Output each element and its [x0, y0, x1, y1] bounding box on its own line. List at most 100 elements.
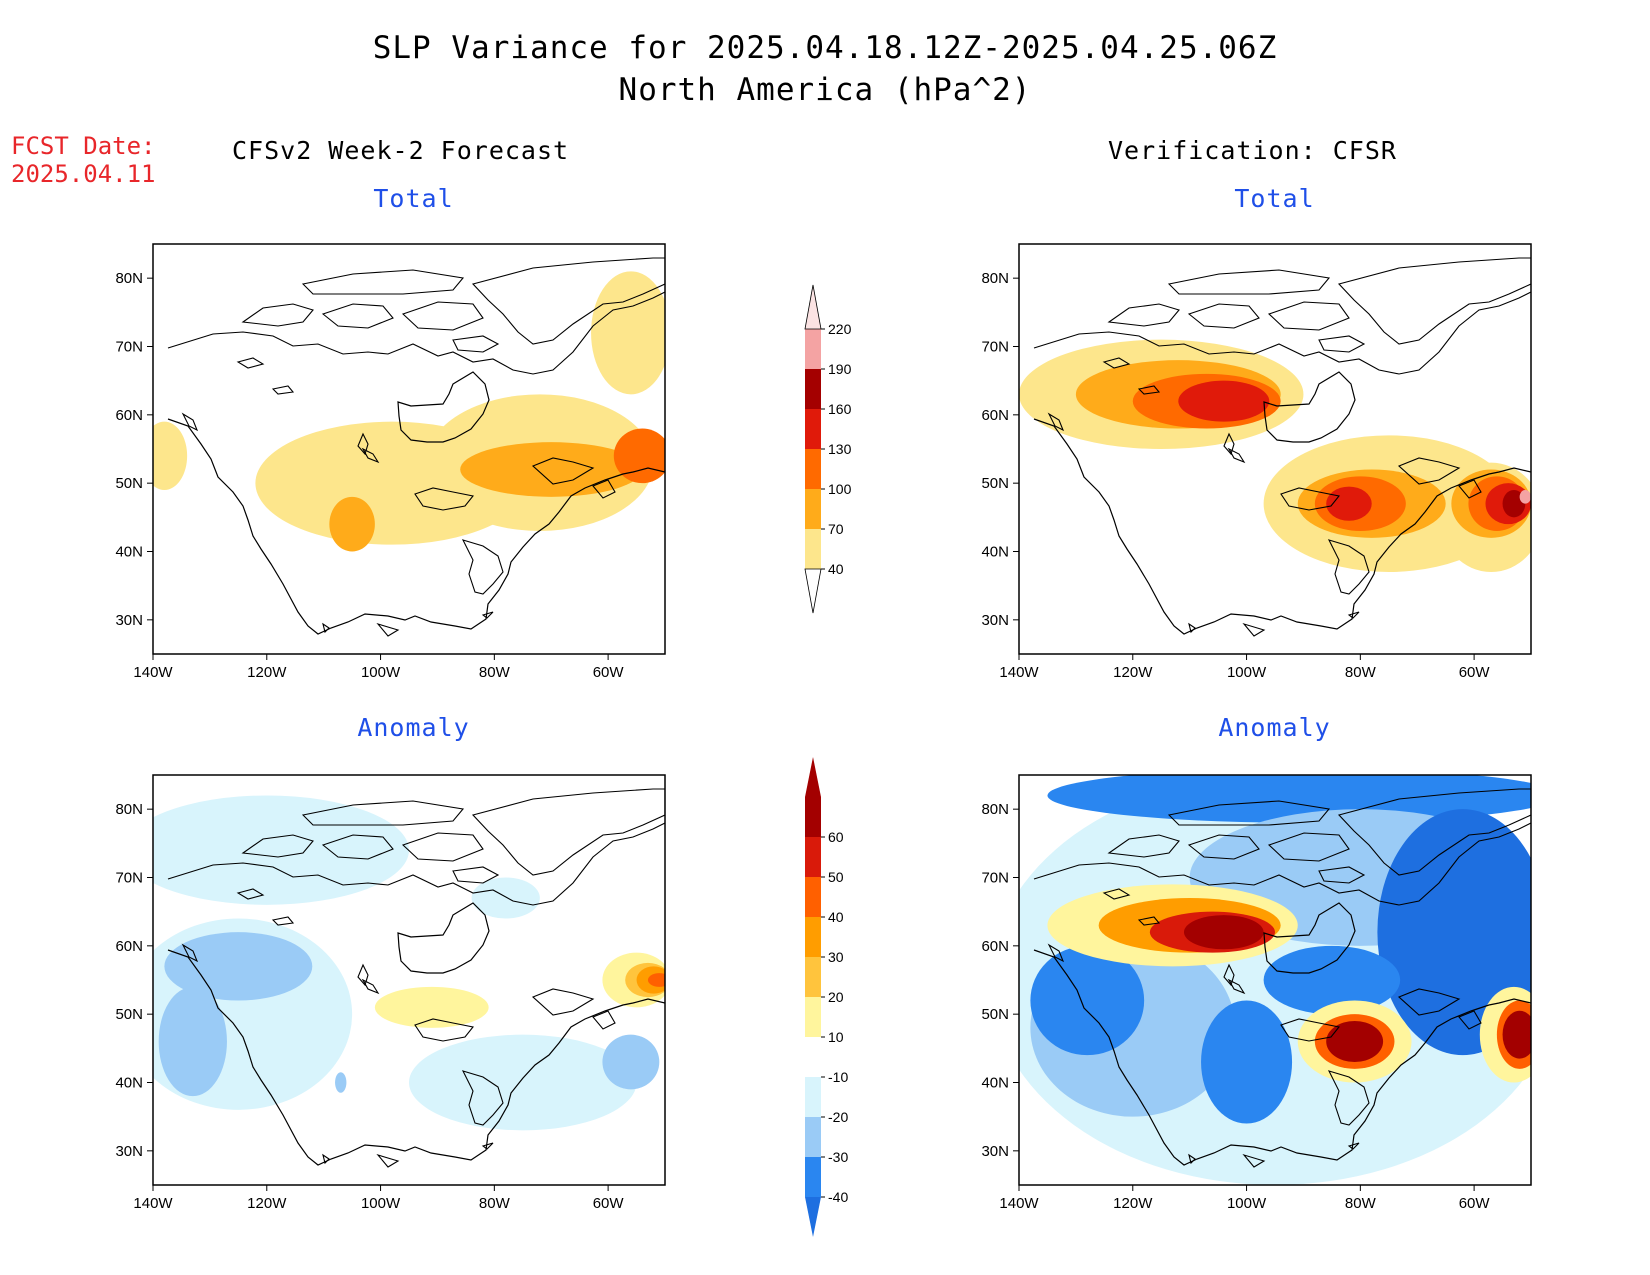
contour-region — [591, 271, 665, 395]
y-tick-label: 30N — [115, 612, 143, 629]
contour-region — [335, 1072, 347, 1093]
panel-subtitle-verification-anomaly: Anomaly — [1218, 713, 1331, 742]
contour-region — [164, 932, 313, 1001]
colorbar-label: -40 — [828, 1189, 848, 1205]
colorbar-swatch — [805, 369, 821, 409]
x-tick-label: 140W — [133, 664, 173, 681]
x-tick-label: 120W — [247, 1195, 287, 1212]
map-frame — [152, 774, 666, 1186]
x-tick-label: 80W — [479, 664, 511, 681]
x-tick-label: 140W — [133, 1195, 173, 1212]
colorbar-label: -10 — [828, 1069, 848, 1085]
colorbar-swatch — [805, 409, 821, 449]
contour-region — [1047, 775, 1531, 823]
y-tick-label: 60N — [981, 938, 1009, 955]
y-tick-label: 60N — [981, 407, 1009, 424]
contour-region — [158, 986, 227, 1097]
colorbar-label: 220 — [828, 321, 852, 337]
colorbar-label: 100 — [828, 481, 852, 497]
panel-subtitle-verification-total: Total — [1234, 184, 1315, 213]
y-tick-label: 50N — [115, 475, 143, 492]
colorbar-label: -20 — [828, 1109, 848, 1125]
colorbar-label: 50 — [828, 869, 844, 885]
y-tick-label: 30N — [115, 1143, 143, 1160]
colorbar-label: 30 — [828, 949, 844, 965]
colorbar-label: 40 — [828, 909, 844, 925]
shaded-field — [153, 775, 665, 1185]
y-tick-label: 60N — [115, 938, 143, 955]
y-tick-label: 80N — [981, 270, 1009, 287]
x-tick-label: 80W — [1345, 664, 1377, 681]
contour-region — [153, 795, 409, 905]
colorbar-top-arrow — [804, 284, 822, 330]
y-tick-label: 50N — [981, 475, 1009, 492]
contour-region — [409, 1034, 637, 1131]
y-tick-label: 30N — [981, 612, 1009, 629]
map-frame — [152, 243, 666, 655]
figure-title-line2: North America (hPa^2) — [618, 72, 1032, 108]
left-column-header: CFSv2 Week-2 Forecast — [232, 136, 570, 165]
colorbar-swatch — [805, 957, 821, 997]
colorbar-swatch — [805, 449, 821, 489]
contour-region — [1502, 1010, 1531, 1059]
figure-title-line1: SLP Variance for 2025.04.18.12Z-2025.04.… — [372, 30, 1278, 66]
anomaly-colorbar: 60 50 40 30 20 10 -10 -20 -30 -40 — [805, 757, 848, 1237]
colorbar-swatch — [805, 917, 821, 957]
shaded-field — [1019, 775, 1531, 1185]
colorbar-label: 20 — [828, 989, 844, 1005]
y-tick-label: 70N — [115, 339, 143, 356]
colorbar-swatch — [805, 1157, 821, 1197]
colorbar-swatch — [805, 329, 821, 369]
y-tick-label: 80N — [981, 801, 1009, 818]
x-tick-label: 80W — [479, 1195, 511, 1212]
map-panel-forecast-total: 140W 120W 100W 80W 60W 80N 70N 60N 50N 40N 30N — [115, 243, 666, 681]
contour-region — [613, 428, 665, 484]
x-tick-label: 60W — [593, 664, 625, 681]
contour-region — [1519, 490, 1531, 504]
colorbar-swatch — [805, 529, 821, 569]
x-tick-label: 60W — [593, 1195, 625, 1212]
x-tick-label: 140W — [999, 1195, 1039, 1212]
y-tick-label: 50N — [981, 1006, 1009, 1023]
colorbar-swatch — [805, 1117, 821, 1157]
colorbar-label: 190 — [828, 361, 852, 377]
colorbar-swatch — [805, 997, 821, 1037]
x-tick-label: 140W — [999, 664, 1039, 681]
contour-region — [1263, 945, 1401, 1015]
y-tick-label: 80N — [115, 801, 143, 818]
colorbar-swatch — [805, 1077, 821, 1117]
y-tick-label: 70N — [981, 339, 1009, 356]
contour-region — [1502, 490, 1526, 518]
contour-region — [1183, 915, 1264, 950]
shaded-field — [1019, 244, 1531, 654]
contour-region — [647, 973, 665, 987]
panel-subtitle-forecast-total: Total — [373, 184, 454, 213]
x-tick-label: 60W — [1459, 664, 1491, 681]
colorbar-bottom-arrow — [804, 568, 822, 614]
colorbar-label: 160 — [828, 401, 852, 417]
map-frame — [1018, 774, 1532, 1186]
colorbar-label: -30 — [828, 1149, 848, 1165]
contour-region — [1201, 1000, 1293, 1124]
fcst-date-value: 2025.04.11 — [11, 160, 156, 188]
x-tick-label: 60W — [1459, 1195, 1491, 1212]
colorbar-swatch — [805, 797, 821, 837]
contour-region — [374, 986, 489, 1028]
y-tick-label: 40N — [981, 1075, 1009, 1092]
y-tick-label: 50N — [115, 1006, 143, 1023]
total-colorbar: 40 70 100 130 160 190 220 — [804, 284, 852, 614]
colorbar-swatch — [805, 837, 821, 877]
map-panel-forecast-anomaly: 140W 120W 100W 80W 60W 80N 70N 60N 50N 40N 30N — [115, 774, 666, 1212]
contour-region — [153, 421, 188, 490]
x-tick-label: 120W — [1113, 1195, 1153, 1212]
y-tick-label: 40N — [981, 544, 1009, 561]
contour-region — [1178, 380, 1270, 422]
shaded-field — [153, 244, 665, 654]
colorbar-label: 70 — [828, 521, 844, 537]
y-tick-label: 80N — [115, 270, 143, 287]
y-tick-label: 60N — [115, 407, 143, 424]
contour-region — [602, 1034, 660, 1090]
y-tick-label: 70N — [115, 870, 143, 887]
x-tick-label: 100W — [361, 664, 401, 681]
